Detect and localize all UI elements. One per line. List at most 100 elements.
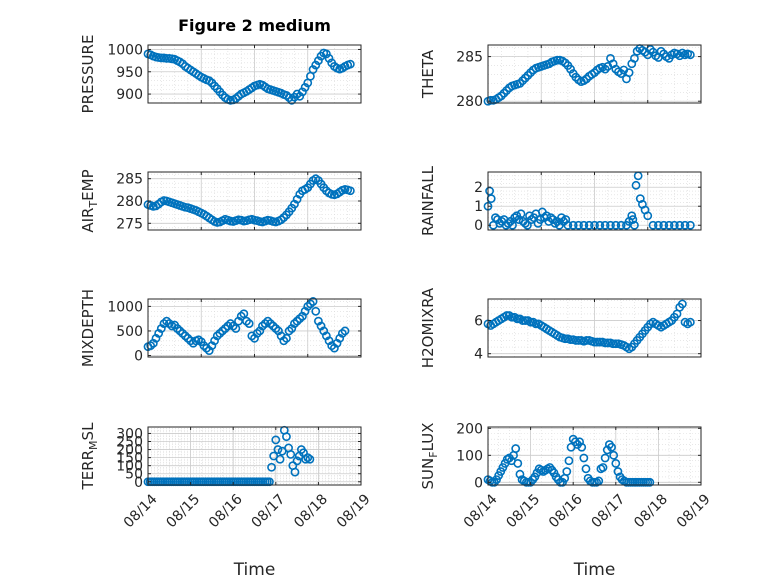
y-tick-label: 0 [134, 349, 143, 365]
data-point [516, 209, 526, 219]
y-tick-label: 0 [134, 475, 143, 491]
y-tick-label: 1 [474, 199, 483, 215]
data-point [520, 218, 530, 228]
y-tick-label: 100 [456, 448, 483, 464]
data-point [308, 297, 318, 306]
data-point [560, 58, 570, 68]
data-point [595, 337, 605, 347]
data-point [630, 53, 639, 63]
data-point [282, 432, 291, 442]
data-point [515, 78, 525, 88]
y-tick-label: 500 [116, 324, 143, 340]
data-point [659, 49, 669, 59]
data-point [523, 70, 533, 80]
data-point [611, 339, 621, 349]
data-point [508, 220, 517, 230]
data-point [592, 337, 602, 347]
data-point [685, 220, 695, 230]
chart-panel-0: 900 950 1000 PRESSURE Figure 2 medium [79, 16, 362, 113]
data-point [646, 45, 655, 54]
y-axis-label: TERRMSL [79, 422, 100, 491]
series-markers [143, 48, 355, 105]
data-point [308, 65, 318, 74]
y-tick-label: 100 [116, 459, 143, 475]
data-point [527, 215, 537, 224]
data-point [156, 53, 166, 63]
data-point [609, 450, 619, 460]
data-point [485, 186, 494, 196]
data-point [526, 317, 535, 327]
data-point [210, 81, 219, 91]
data-point [600, 64, 610, 74]
data-point [630, 220, 639, 230]
series-markers [143, 174, 355, 227]
data-point [582, 74, 591, 84]
y-tick-label: 0 [474, 475, 483, 491]
data-point [664, 220, 674, 230]
data-point [624, 68, 634, 78]
data-point [595, 220, 605, 230]
data-point [675, 51, 685, 61]
data-point [286, 449, 296, 459]
x-tick-label: 08/17 [249, 491, 289, 531]
data-point [507, 312, 517, 322]
data-point [218, 90, 227, 100]
data-point [284, 93, 294, 103]
data-point [656, 46, 666, 56]
data-point [515, 469, 525, 479]
chart-panel-7: 0 100 200 08/14 08/15 08/16 08/17 08/18 08/19 SUN… [419, 421, 714, 580]
series-markers [143, 297, 350, 356]
data-point [669, 220, 679, 230]
data-point [523, 220, 532, 230]
data-point [603, 338, 613, 348]
data-point [574, 220, 583, 230]
data-point [648, 220, 658, 230]
chart-panel-2: 275 280 285 AIRTEMP [79, 169, 362, 233]
y-tick-label: 275 [116, 216, 143, 232]
data-point [598, 463, 608, 472]
series-markers [483, 171, 695, 230]
data-point [271, 435, 281, 445]
y-tick-label: 2 [474, 180, 483, 196]
y-axis-label: THETA [419, 49, 437, 99]
data-point [552, 55, 562, 65]
data-point [564, 456, 574, 466]
data-point [499, 88, 509, 98]
chart-panel-1: 280 285 THETA [419, 44, 702, 110]
y-tick-label: 1000 [107, 299, 143, 315]
data-point [608, 339, 618, 349]
data-point [563, 220, 573, 230]
data-point [571, 72, 581, 82]
data-point [178, 59, 188, 69]
data-point [303, 453, 313, 463]
data-point [292, 456, 302, 466]
data-point [685, 50, 695, 60]
x-tick-label: 08/18 [631, 491, 671, 531]
x-tick-label: 08/14 [121, 491, 161, 531]
data-point [568, 220, 578, 230]
data-point [496, 91, 506, 101]
data-point [600, 338, 610, 348]
series-markers [483, 299, 695, 354]
x-tick-label: 08/14 [461, 491, 501, 531]
axes-box [487, 426, 702, 486]
y-tick-label: 250 [116, 435, 143, 451]
data-point [600, 220, 610, 230]
data-point [275, 454, 285, 464]
data-point [584, 220, 594, 230]
y-tick-label: 950 [116, 65, 143, 81]
data-point [611, 220, 621, 230]
y-tick-label: 4 [474, 347, 483, 363]
data-point [611, 459, 621, 468]
data-point [311, 306, 321, 316]
data-point [231, 324, 241, 333]
data-point [643, 211, 653, 221]
data-point [562, 467, 572, 476]
data-point [600, 453, 610, 463]
data-point [282, 333, 291, 343]
data-point [518, 316, 528, 325]
data-point [535, 215, 545, 224]
series-markers [483, 44, 695, 106]
data-point [162, 53, 172, 63]
